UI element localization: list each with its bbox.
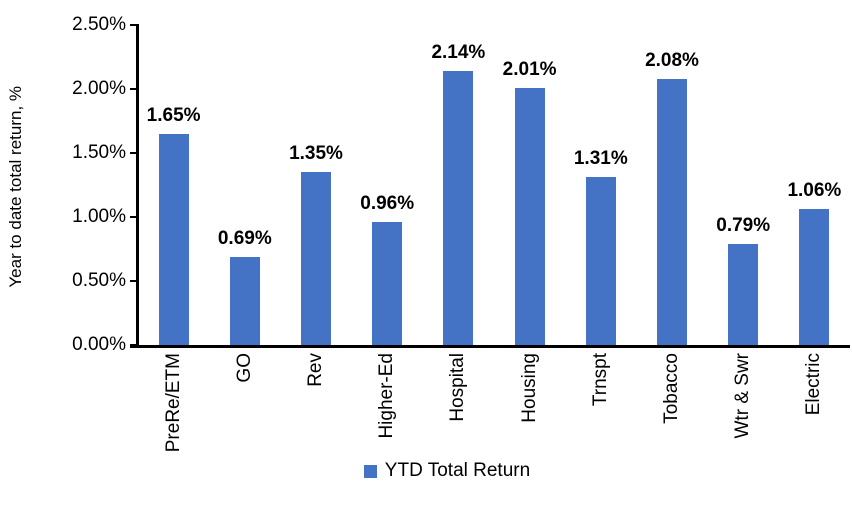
bar-value-label: 0.79% <box>716 214 771 236</box>
bar <box>585 177 616 345</box>
bar-value-label: 2.08% <box>645 49 699 71</box>
bar-value-label: 0.96% <box>360 193 415 215</box>
x-axis-category-label: Housing <box>518 353 540 423</box>
bar-value-label: 1.06% <box>787 180 842 202</box>
y-axis-tick-label: 0.50% <box>72 270 126 291</box>
x-axis-category-label: Electric <box>803 353 825 416</box>
y-axis-tick-mark <box>130 152 138 154</box>
y-axis-tick-mark <box>130 24 138 26</box>
bar-value-label: 1.65% <box>146 104 201 126</box>
bar-value-label: 1.35% <box>289 143 343 165</box>
y-axis-tick-mark <box>130 344 138 346</box>
bar <box>229 256 260 345</box>
y-axis-title: Year to date total return, % <box>6 85 25 288</box>
x-axis-line <box>130 345 850 348</box>
bar-value-label: 2.14% <box>431 42 486 64</box>
y-axis-tick-label: 1.00% <box>72 206 126 227</box>
plot-area: 1.65% 0.69% 1.35% 0.96% 2.14% 2.01% 1.31% 2.08%… <box>138 25 850 345</box>
y-axis-title-wrap: Year to date total return, % <box>2 25 30 348</box>
bar <box>372 222 403 345</box>
bar <box>443 71 474 345</box>
bar-value-label: 0.69% <box>217 227 272 249</box>
x-axis-category-label: Hospital <box>447 353 469 422</box>
bar <box>158 133 189 345</box>
bar <box>514 87 545 345</box>
x-axis-category-label: GO <box>233 353 255 383</box>
y-axis-tick-label: 2.00% <box>72 78 126 99</box>
legend-label: YTD Total Return <box>384 460 531 481</box>
bar <box>301 172 331 345</box>
legend: YTD Total Return <box>0 460 852 482</box>
y-axis-tick-label: 1.50% <box>72 142 126 163</box>
y-axis-tick-label: 2.50% <box>72 14 126 35</box>
x-axis-category-label: Trnspt <box>589 353 611 407</box>
y-axis-tick-mark <box>130 280 138 282</box>
bar <box>728 243 759 345</box>
bar <box>657 78 687 345</box>
x-axis-category-label: Wtr & Swr <box>732 353 754 439</box>
x-axis-category-label: Tobacco <box>661 353 682 424</box>
legend-swatch-icon <box>363 464 377 478</box>
bar-value-label: 1.31% <box>573 148 628 170</box>
y-axis-line <box>136 24 139 348</box>
bar-value-label: 2.01% <box>502 58 557 80</box>
bar <box>799 209 830 345</box>
x-axis-category-label: Higher-Ed <box>376 353 398 439</box>
x-axis-category-label: PreRe/ETM <box>162 353 184 453</box>
y-axis-tick-mark <box>130 88 138 90</box>
x-axis-category-label: Rev <box>305 353 326 387</box>
y-axis-tick-label: 0.00% <box>72 334 126 355</box>
y-axis-tick-mark <box>130 216 138 218</box>
